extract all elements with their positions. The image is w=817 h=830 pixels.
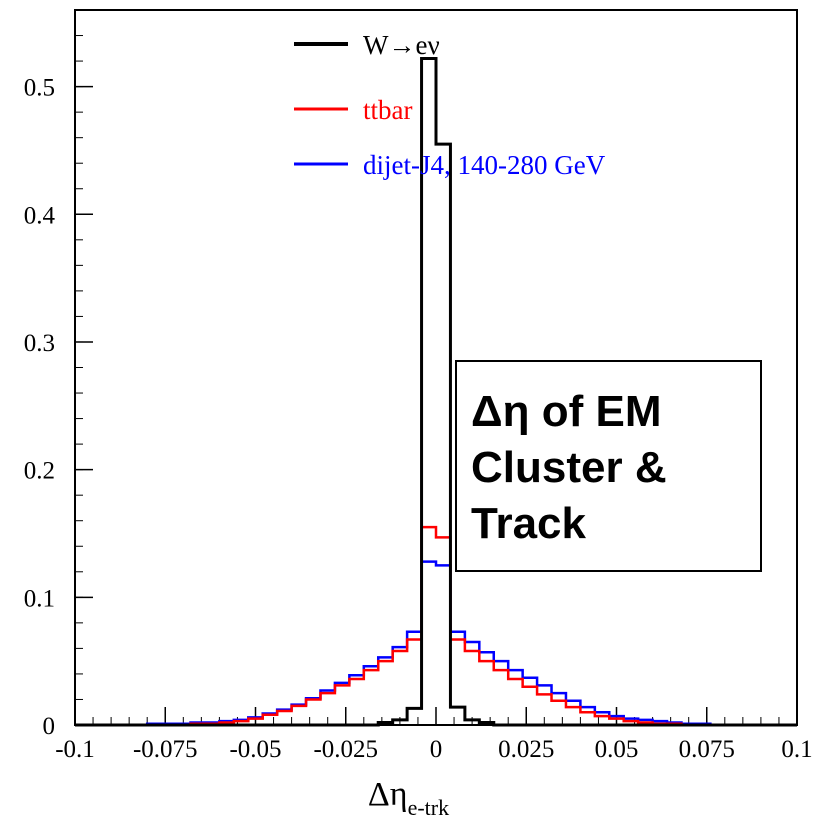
x-tick-label: -0.05 xyxy=(229,736,281,763)
x-tick-label: -0.075 xyxy=(133,736,198,763)
legend-label-1: ttbar xyxy=(363,95,412,125)
annotation-box: Δη of EM Cluster & Track xyxy=(455,360,762,572)
x-tick-label: 0.05 xyxy=(595,736,639,763)
x-tick-label: 0 xyxy=(430,736,443,763)
y-tick-label: 0.2 xyxy=(24,458,55,485)
annotation-line-1: Δη of EM xyxy=(471,387,662,436)
y-tick-label: 0.1 xyxy=(24,585,55,612)
y-tick-label: 0.3 xyxy=(24,330,55,357)
y-tick-label: 0.4 xyxy=(24,202,56,229)
annotation-line-2: Cluster & xyxy=(471,443,667,492)
histogram-series xyxy=(75,57,797,727)
legend: W→eν ttbar dijet-J4, 140-280 GeV xyxy=(294,30,606,180)
x-tick-label: 0.025 xyxy=(498,736,554,763)
x-axis-label: Δηe-trk xyxy=(0,776,817,821)
series-1-step-line xyxy=(75,525,797,727)
y-tick-label: 0.5 xyxy=(24,75,55,102)
series-0-step-line xyxy=(75,57,797,727)
x-axis-label-subscript: e-trk xyxy=(407,795,450,820)
tick-labels: -0.1 -0.075 -0.05 -0.025 0 0.025 0.05 0.075 0.1 0… xyxy=(24,75,813,763)
x-tick-label: 0.075 xyxy=(679,736,735,763)
series-2-step-line xyxy=(75,560,797,727)
annotation-line-3: Track xyxy=(471,499,586,548)
y-tick-label: 0 xyxy=(43,713,56,740)
x-tick-label: -0.1 xyxy=(55,736,95,763)
legend-label-0: W→eν xyxy=(363,30,440,60)
x-tick-label: -0.025 xyxy=(313,736,378,763)
x-tick-label: 0.1 xyxy=(781,736,812,763)
x-axis-label-main: Δη xyxy=(367,776,408,813)
legend-label-2: dijet-J4, 140-280 GeV xyxy=(363,150,606,180)
